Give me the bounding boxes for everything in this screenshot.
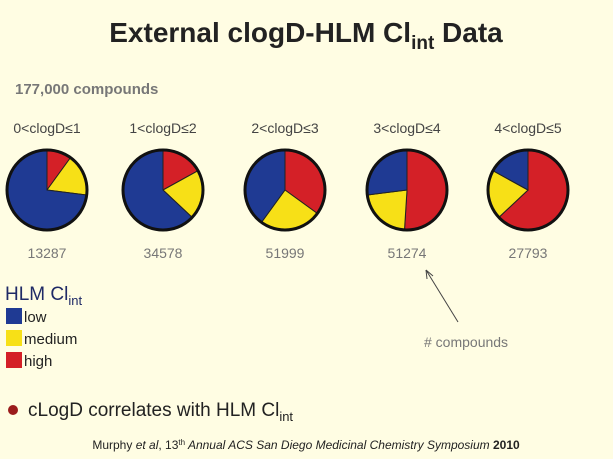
title-text: Data: [434, 17, 503, 48]
pie-title: 3<clogD≤4: [373, 120, 440, 136]
citation-part: , 13: [158, 438, 178, 452]
pie-count: 51274: [388, 245, 427, 261]
pie-count: 13287: [28, 245, 67, 261]
pie-count: 27793: [509, 245, 548, 261]
legend-label: high: [24, 353, 52, 370]
bullet-subscript: int: [279, 409, 293, 424]
pie-title: 4<clogD≤5: [494, 120, 561, 136]
bullet-dot: [8, 405, 18, 415]
pie-outline: [5, 148, 89, 232]
citation-part: th: [178, 438, 185, 447]
citation-part: Annual ACS San Diego Medicinal Chemistry…: [185, 438, 493, 452]
legend-label: medium: [24, 331, 77, 348]
legend-swatch: [6, 308, 22, 324]
pie-title: 2<clogD≤3: [251, 120, 318, 136]
bullet-main: cLogD correlates with HLM Cl: [28, 400, 279, 421]
pie-outline: [365, 148, 449, 232]
legend-title-subscript: int: [68, 293, 82, 308]
pie-outline: [486, 148, 570, 232]
arrow-head: [425, 269, 434, 280]
legend-title: HLM Clint: [5, 284, 82, 308]
slide-title: External clogD-HLM Clint Data: [109, 17, 503, 54]
pie-count: 51999: [266, 245, 305, 261]
legend-title-text: HLM Cl: [5, 284, 68, 305]
title-text: External clogD-HLM Cl: [109, 17, 411, 48]
subtitle: 177,000 compounds: [15, 81, 158, 98]
citation-part: Murphy: [92, 438, 135, 452]
annotation-arrow: [425, 269, 459, 323]
legend-swatch: [6, 352, 22, 368]
citation: Murphy et al, 13th Annual ACS San Diego …: [92, 438, 520, 452]
legend-label: low: [24, 309, 47, 326]
pie-outline: [243, 148, 327, 232]
pie-outline: [121, 148, 205, 232]
annotation: # compounds: [424, 334, 508, 350]
pie-title: 1<clogD≤2: [129, 120, 196, 136]
bullet-text: cLogD correlates with HLM Clint: [28, 400, 293, 424]
citation-part: et al: [136, 438, 159, 452]
title-subscript: int: [411, 33, 435, 54]
legend-swatch: [6, 330, 22, 346]
citation-part: 2010: [493, 438, 520, 452]
pie-title: 0<clogD≤1: [13, 120, 80, 136]
pie-count: 34578: [144, 245, 183, 261]
